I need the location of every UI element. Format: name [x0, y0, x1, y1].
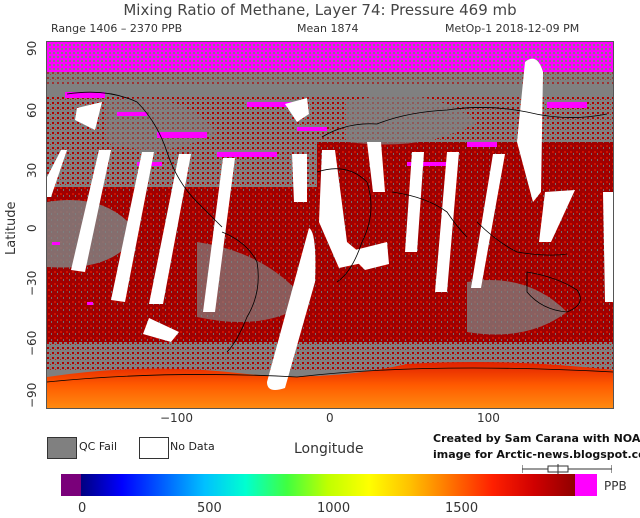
y-tick-60: 60	[25, 102, 39, 118]
x-tick-minus100: −100	[160, 411, 193, 425]
y-tick-minus60: −60	[25, 330, 39, 356]
colorbar-underflow	[61, 474, 81, 496]
qc-fail-swatch	[47, 437, 77, 459]
y-tick-0: 0	[25, 224, 39, 232]
colorbar-overflow	[575, 474, 597, 496]
satellite-date-label: MetOp-1 2018-12-09 PM	[445, 22, 580, 35]
x-tick-100: 100	[477, 411, 500, 425]
arctic-high-values	[47, 42, 613, 72]
y-tick-minus30: −30	[25, 270, 39, 296]
y-tick-minus90: −90	[25, 382, 39, 408]
coastlines	[47, 91, 613, 383]
y-axis-title: Latitude	[4, 201, 19, 255]
y-tick-90: 90	[25, 40, 39, 56]
colorbar-tick-1500: 1500	[445, 501, 479, 516]
colorbar-tick-500: 500	[197, 501, 222, 516]
scale-bar	[522, 464, 612, 474]
colorbar-unit: PPB	[604, 479, 627, 493]
qc-fail-label: QC Fail	[79, 440, 118, 453]
colorbar-tick-1000: 1000	[317, 501, 351, 516]
colorbar	[61, 474, 597, 496]
mean-label: Mean 1874	[297, 22, 359, 35]
map-canvas	[47, 42, 613, 408]
credit-line-1: Created by Sam Carana with NOAA	[433, 432, 640, 445]
colorbar-gradient	[81, 474, 575, 496]
map-title: Mixing Ratio of Methane, Layer 74: Press…	[123, 1, 517, 19]
x-tick-0: 0	[326, 411, 334, 425]
no-data-swaths	[47, 58, 613, 390]
antarctic-region	[47, 362, 613, 408]
credit-line-2: image for Arctic-news.blogspot.com	[433, 448, 640, 461]
colorbar-tick-0: 0	[78, 501, 87, 516]
y-tick-30: 30	[25, 162, 39, 178]
methane-map	[46, 41, 614, 409]
no-data-swatch	[139, 437, 169, 459]
x-axis-title: Longitude	[294, 441, 364, 457]
range-label: Range 1406 – 2370 PPB	[51, 22, 183, 35]
no-data-label: No Data	[170, 440, 215, 453]
